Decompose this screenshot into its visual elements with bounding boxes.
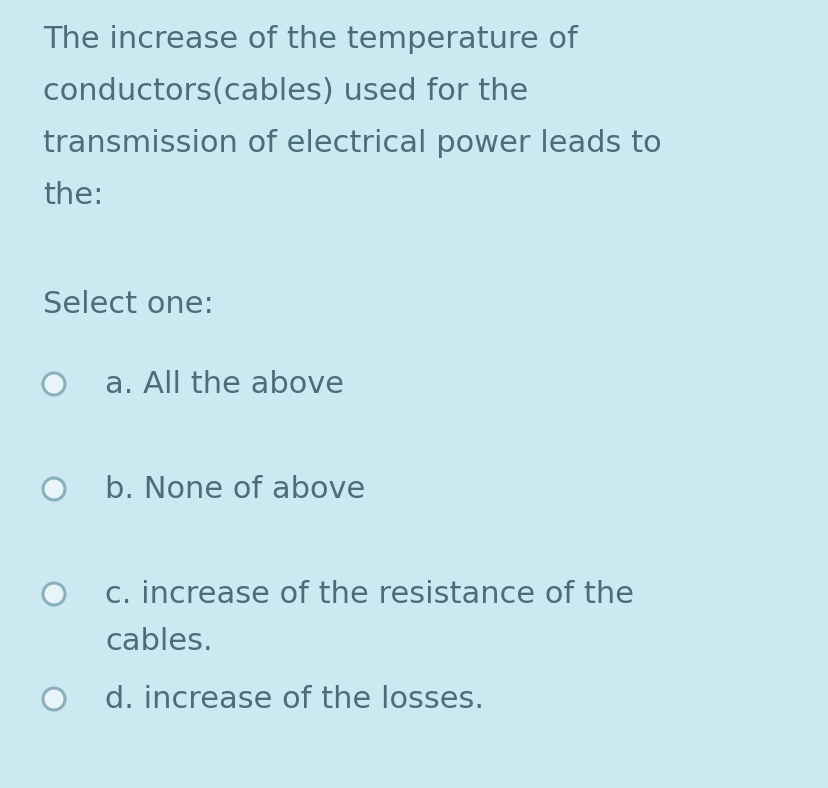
Text: c. increase of the resistance of the: c. increase of the resistance of the <box>105 580 633 609</box>
Text: the:: the: <box>43 181 104 210</box>
Text: The increase of the temperature of: The increase of the temperature of <box>43 25 577 54</box>
Circle shape <box>43 688 65 710</box>
Text: conductors(cables) used for the: conductors(cables) used for the <box>43 77 527 106</box>
Text: Select one:: Select one: <box>43 290 214 319</box>
Circle shape <box>43 478 65 500</box>
Circle shape <box>43 373 65 395</box>
Text: transmission of electrical power leads to: transmission of electrical power leads t… <box>43 129 661 158</box>
Text: cables.: cables. <box>105 627 212 656</box>
Text: b. None of above: b. None of above <box>105 475 365 504</box>
Text: a. All the above: a. All the above <box>105 370 344 399</box>
Circle shape <box>43 583 65 605</box>
Text: d. increase of the losses.: d. increase of the losses. <box>105 685 484 714</box>
